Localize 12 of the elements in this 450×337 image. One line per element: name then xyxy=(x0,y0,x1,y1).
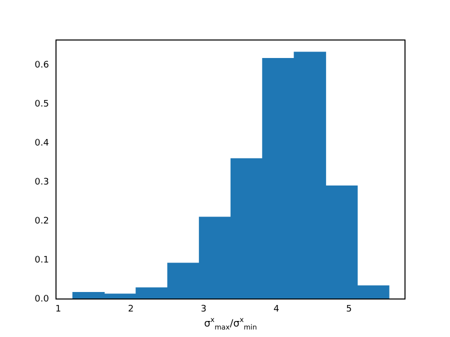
x-tick-label: 3 xyxy=(200,304,206,315)
x-tick-label: 2 xyxy=(128,304,134,315)
y-tick-label: 0.2 xyxy=(34,216,49,226)
x-tick-label: 1 xyxy=(55,304,62,315)
y-tick-label: 0.4 xyxy=(34,138,50,148)
x-tick-label: 4 xyxy=(273,304,280,315)
y-tick-label: 0.1 xyxy=(34,255,49,266)
y-tick-label: 0.0 xyxy=(34,294,50,304)
y-tick-label: 0.3 xyxy=(34,177,49,188)
y-tick-label: 0.5 xyxy=(34,99,49,110)
y-tick-label: 0.6 xyxy=(34,60,50,70)
x-tick-label: 5 xyxy=(346,304,352,315)
